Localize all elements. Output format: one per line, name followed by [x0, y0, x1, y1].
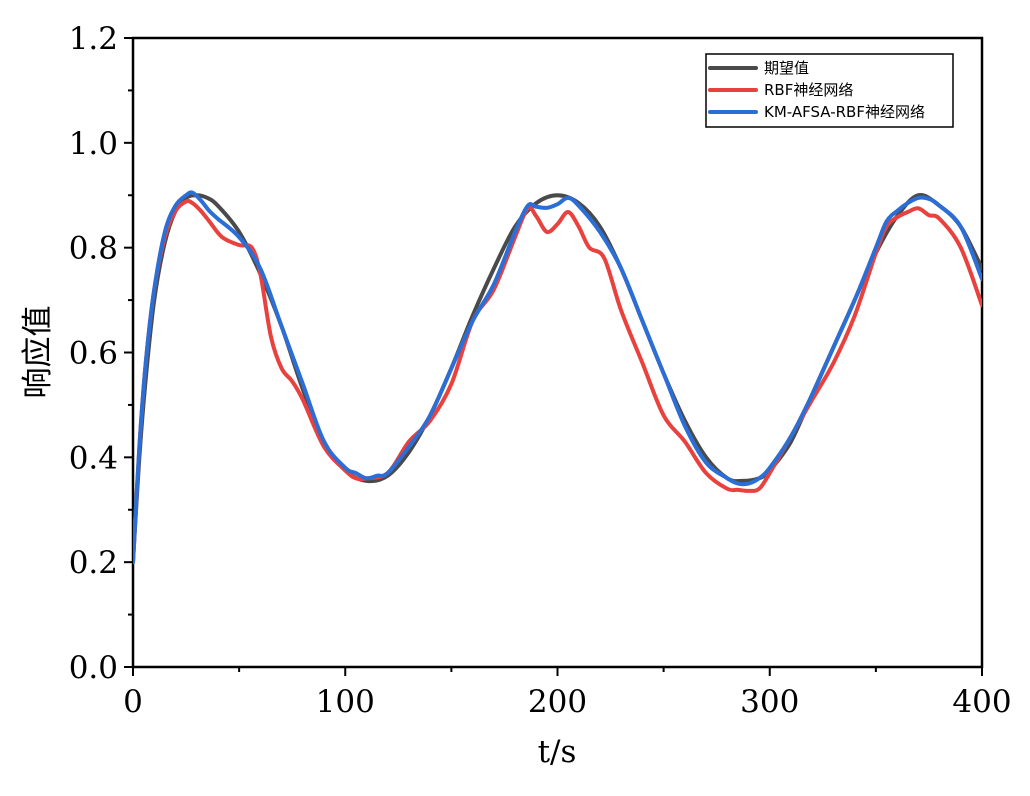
y-axis-ticks: 0.0 0.2 0.4 0.6 0.8 1.0 1.2 — [69, 21, 133, 686]
y-tick-label: 0.6 — [69, 336, 118, 372]
y-tick-label: 1.0 — [69, 126, 118, 162]
y-tick-label: 0.2 — [69, 545, 118, 581]
y-tick-label: 0.8 — [69, 231, 118, 267]
legend-entry-expected: 期望值 — [764, 59, 809, 77]
x-axis-title: t/s — [538, 734, 577, 770]
x-tick-label: 400 — [952, 684, 1011, 720]
legend-entry-rbf: RBF神经网络 — [764, 81, 853, 99]
series-line-rbf — [133, 199, 982, 565]
y-tick-label: 1.2 — [69, 21, 118, 57]
y-axis-title: 响应值 — [20, 306, 56, 399]
series-layer — [133, 190, 982, 565]
y-tick-label: 0.0 — [69, 650, 118, 686]
y-tick-label: 0.4 — [69, 440, 118, 476]
x-tick-label: 200 — [528, 684, 587, 720]
x-axis-ticks: 0 100 200 300 400 — [123, 667, 1012, 720]
x-tick-label: 0 — [123, 684, 143, 720]
x-tick-label: 300 — [740, 684, 799, 720]
x-tick-label: 100 — [316, 684, 375, 720]
series-line-km-afsa-rbf — [133, 190, 982, 565]
legend-entry-km-afsa-rbf: KM-AFSA-RBF神经网络 — [764, 103, 925, 121]
legend: 期望值 RBF神经网络 KM-AFSA-RBF神经网络 — [705, 53, 954, 128]
plot-frame — [131, 36, 984, 669]
